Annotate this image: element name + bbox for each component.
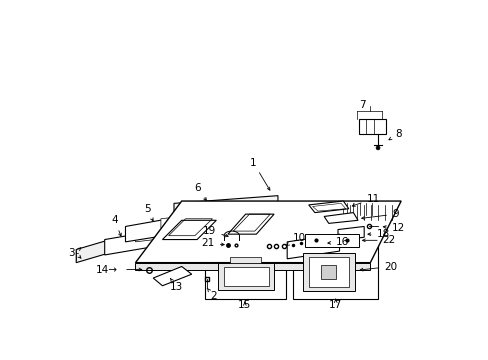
Bar <box>204 222 285 299</box>
Text: 11: 11 <box>351 194 379 206</box>
Text: 6: 6 <box>193 183 206 201</box>
Text: 22: 22 <box>362 235 395 245</box>
Text: 5: 5 <box>143 204 153 221</box>
Text: 21: 21 <box>201 238 224 248</box>
Polygon shape <box>174 195 277 219</box>
Polygon shape <box>308 257 348 287</box>
Polygon shape <box>305 234 358 247</box>
Polygon shape <box>286 234 339 259</box>
Polygon shape <box>224 266 268 286</box>
Polygon shape <box>308 201 348 213</box>
Polygon shape <box>153 266 191 286</box>
Text: 4: 4 <box>111 215 121 236</box>
Text: 16: 16 <box>327 237 348 247</box>
Polygon shape <box>230 257 261 263</box>
Text: 17: 17 <box>328 300 342 310</box>
Polygon shape <box>302 253 354 291</box>
Text: 13: 13 <box>169 279 183 292</box>
Polygon shape <box>104 226 182 255</box>
Text: 18: 18 <box>367 229 389 239</box>
Text: 1: 1 <box>249 158 269 190</box>
Text: 20: 20 <box>360 261 397 271</box>
Polygon shape <box>135 263 369 270</box>
Bar <box>293 222 377 299</box>
Polygon shape <box>76 239 110 263</box>
Text: 19: 19 <box>203 226 228 237</box>
Text: 15: 15 <box>238 300 251 310</box>
Polygon shape <box>135 201 400 263</box>
Text: 9: 9 <box>361 209 398 219</box>
Polygon shape <box>125 211 212 242</box>
Polygon shape <box>135 232 154 242</box>
Text: 8: 8 <box>388 129 401 140</box>
Polygon shape <box>218 263 274 289</box>
Text: 10: 10 <box>286 233 305 245</box>
Text: 14→: 14→ <box>96 265 118 275</box>
Polygon shape <box>161 216 182 228</box>
Text: 2: 2 <box>207 288 216 301</box>
Polygon shape <box>321 265 336 279</box>
Polygon shape <box>337 226 364 240</box>
Polygon shape <box>324 213 357 223</box>
Text: 12: 12 <box>383 223 405 233</box>
Circle shape <box>375 146 379 150</box>
Text: 3: 3 <box>68 248 75 258</box>
Text: 7: 7 <box>359 100 365 110</box>
